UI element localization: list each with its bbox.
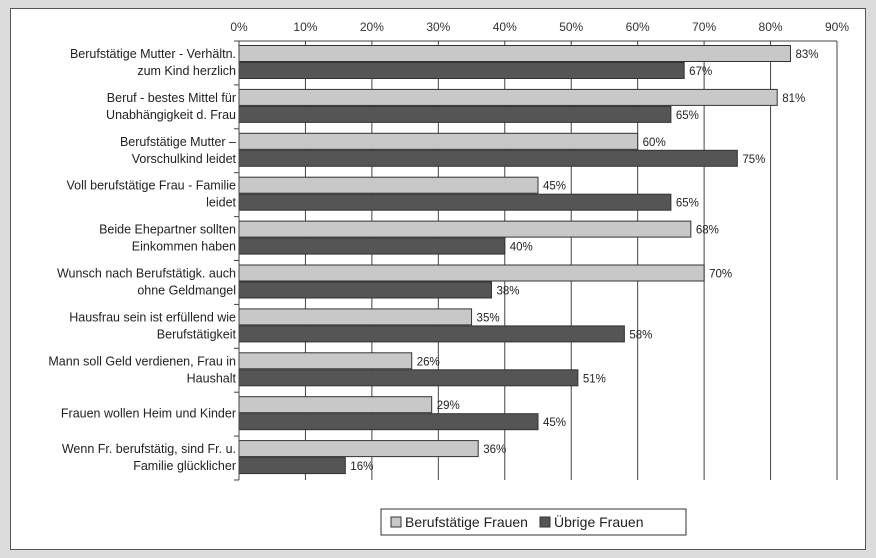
category-label: leidet [206,196,236,210]
data-label: 65% [676,198,699,210]
bar-chart: 0% 10% 20% 30% 40% 50% 60% 70% 80% 90% Berufstätig… [48,20,849,536]
bar-berufstaetige-frauen [238,440,479,458]
bar-berufstaetige-frauen [238,132,639,150]
category-label: Voll berufstätige Frau - Familie [66,179,236,193]
data-label: 38% [496,286,519,298]
data-label: 36% [483,444,506,456]
bar-uebrige-frauen [238,105,672,123]
bar-berufstaetige-frauen [238,308,473,326]
x-tick-label: 80% [759,20,783,34]
bar-berufstaetige-frauen [238,396,433,414]
bar-berufstaetige-frauen [238,176,539,194]
bar-uebrige-frauen [238,281,492,299]
category-label: Vorschulkind leidet [132,152,237,166]
x-tick-label: 40% [493,20,517,34]
category-label: Berufstätigkeit [157,327,237,341]
bar-uebrige-frauen [238,149,738,167]
bar-uebrige-frauen [238,369,579,387]
chart-frame: 0% 10% 20% 30% 40% 50% 60% 70% 80% 90% Berufstätig… [10,8,866,550]
bar-uebrige-frauen [238,325,625,343]
data-label: 45% [543,417,566,429]
bar-uebrige-frauen [238,62,685,79]
data-label: 65% [676,110,699,122]
category-label: Familie glücklicher [133,459,236,473]
category-label: Wunsch nach Berufstätigk. auch [57,267,236,281]
x-tick-label: 20% [360,20,384,34]
category-label: Wenn Fr. berufstätig, sind Fr. u. [62,442,236,456]
data-label: 70% [709,269,732,281]
x-tick-label: 0% [230,20,248,34]
legend-label: Übrige Frauen [554,513,644,530]
bar-berufstaetige-frauen [238,352,413,370]
category-label: Beruf - bestes Mittel für [107,91,236,105]
category-label: Haushalt [187,371,237,385]
bar-berufstaetige-frauen [238,264,705,282]
data-label: 40% [510,242,533,254]
bar-uebrige-frauen [238,193,672,211]
x-tick-label: 30% [426,20,450,34]
category-label: Beide Ehepartner sollten [99,223,236,237]
data-label: 35% [477,312,500,324]
bar-uebrige-frauen [238,457,346,475]
category-label: Berufstätige Mutter – [120,135,236,149]
x-tick-label: 50% [559,20,583,34]
data-label: 83% [795,49,818,61]
bar-berufstaetige-frauen [238,220,692,238]
data-label: 67% [689,66,712,78]
legend-swatch [539,516,551,528]
x-tick-label: 70% [692,20,716,34]
bar-uebrige-frauen [238,237,506,255]
category-label: Berufstätige Mutter - Verhältn. [70,47,236,61]
category-label: Frauen wollen Heim und Kinder [61,407,236,421]
data-label: 60% [643,137,666,149]
data-label: 68% [696,225,719,237]
legend-label: Berufstätige Frauen [405,514,528,530]
legend-box [380,508,687,536]
category-label: Mann soll Geld verdienen, Frau in [48,354,236,368]
x-tick-label: 90% [825,20,849,34]
bar-uebrige-frauen [238,413,539,431]
category-label: Hausfrau sein ist erfüllend wie [69,310,236,324]
category-label: Unabhängigkeit d. Frau [106,108,236,122]
data-label: 29% [437,400,460,412]
legend-swatch [390,516,402,528]
data-label: 58% [629,329,652,341]
data-label: 45% [543,181,566,193]
data-label: 16% [350,461,373,473]
x-tick-label: 10% [293,20,317,34]
bar-berufstaetige-frauen [238,45,791,62]
data-label: 75% [742,154,765,166]
bar-berufstaetige-frauen [238,88,778,106]
category-label: zum Kind herzlich [137,64,236,78]
category-label: Einkommen haben [132,240,236,254]
category-label: ohne Geldmangel [137,284,236,298]
data-label: 51% [583,373,606,385]
data-label: 26% [417,356,440,368]
x-tick-label: 60% [626,20,650,34]
data-label: 81% [782,93,805,105]
